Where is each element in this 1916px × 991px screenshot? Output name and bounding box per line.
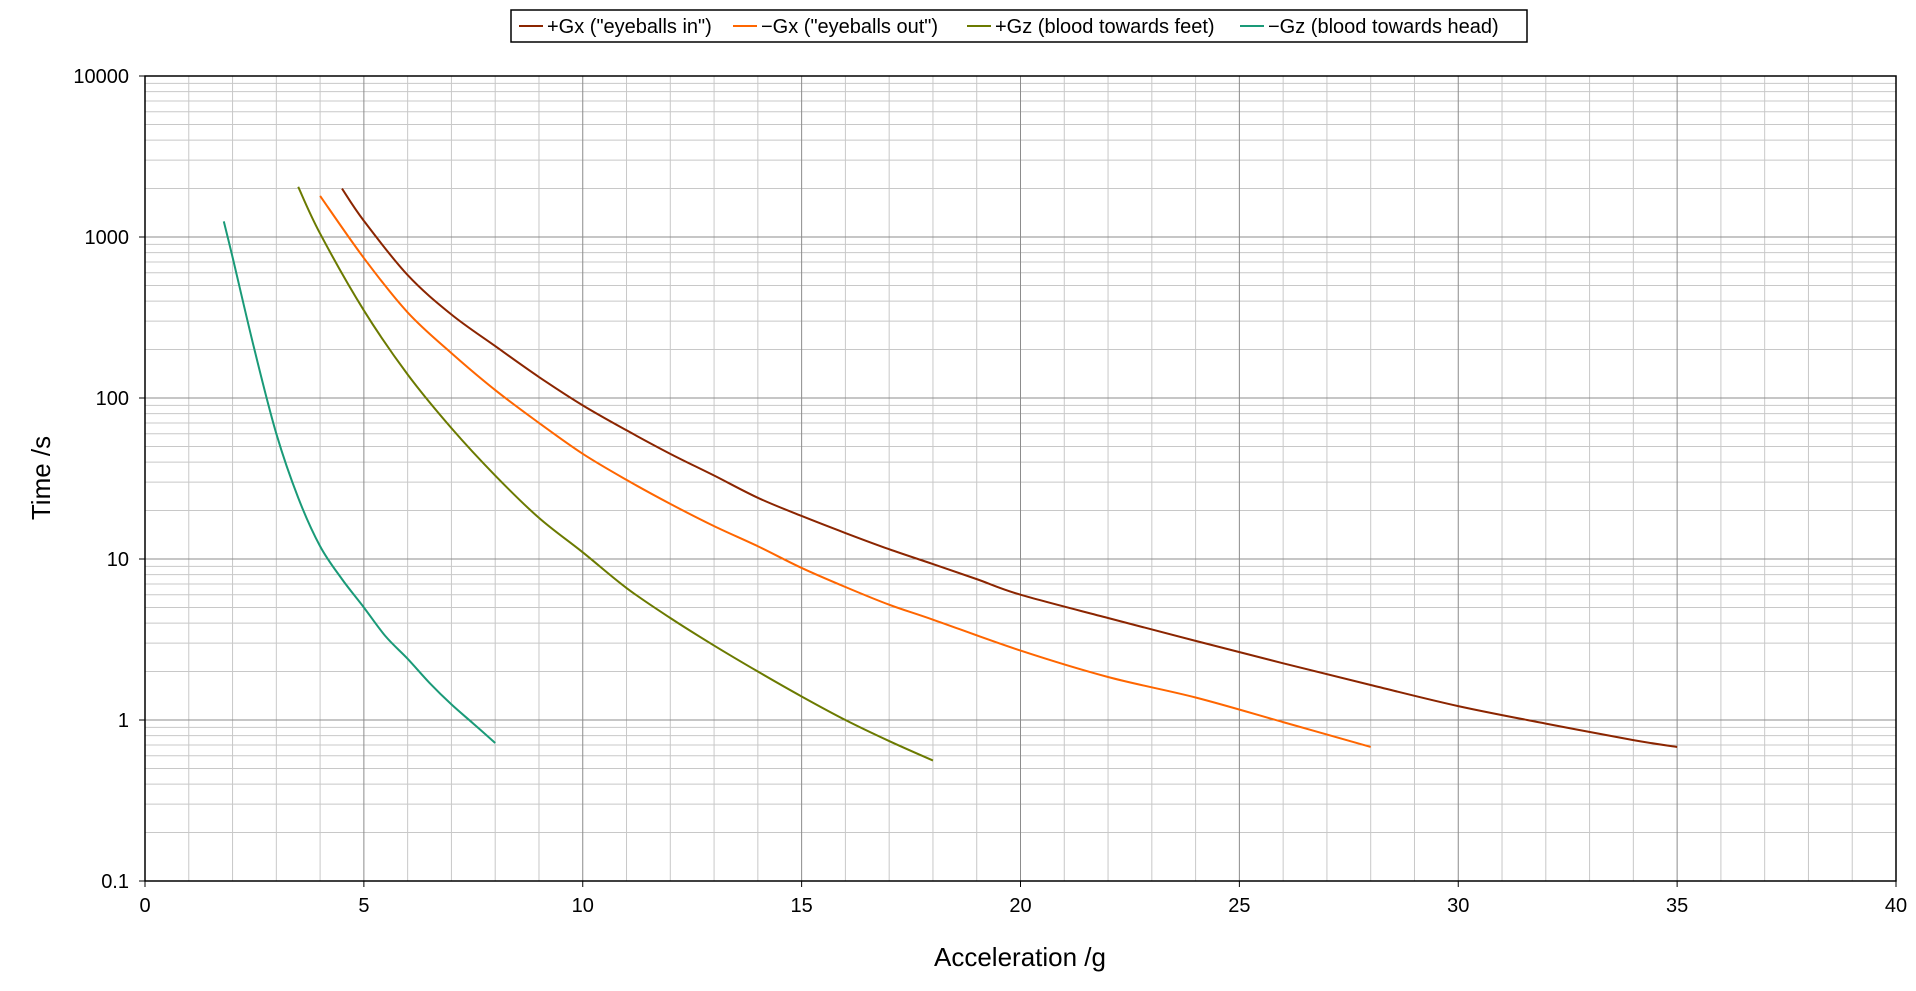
y-tick-label: 1 [118, 710, 129, 732]
series-line-4 [222, 221, 496, 744]
series-lines [222, 186, 1678, 762]
x-tick-label: 25 [1228, 895, 1250, 917]
y-axis-ticks: 0.1 1 10 100 1000 10000 [73, 66, 145, 893]
legend-label-3: +Gz (blood towards feet) [995, 16, 1215, 38]
x-tick-label: 10 [572, 895, 594, 917]
x-tick-label: 35 [1666, 895, 1688, 917]
x-tick-label: 20 [1009, 895, 1031, 917]
x-tick-label: 30 [1447, 895, 1469, 917]
legend-box [510, 9, 1528, 43]
series-line-2 [319, 195, 1371, 748]
y-tick-label: 100 [96, 388, 129, 410]
legend-label-1: +Gx ("eyeballs in") [547, 16, 712, 38]
y-tick-label: 1000 [85, 227, 130, 249]
series-line-1 [341, 187, 1678, 748]
x-axis-title: Acceleration /g [934, 942, 1106, 972]
y-tick-label: 0.1 [101, 871, 129, 893]
x-tick-label: 5 [358, 895, 369, 917]
x-axis-ticks: 0 5 10 15 20 25 30 35 40 [139, 881, 1907, 917]
legend-label-4: −Gz (blood towards head) [1268, 16, 1499, 38]
y-axis-title: Time /s [26, 436, 56, 520]
legend-items: +Gx ("eyeballs in") −Gx ("eyeballs out") +… [519, 16, 1499, 38]
x-tick-label: 0 [139, 895, 150, 917]
series-line-3 [297, 186, 934, 762]
y-tick-label: 10000 [73, 66, 129, 88]
legend-label-2: −Gx ("eyeballs out") [761, 16, 938, 38]
y-tick-label: 10 [107, 549, 129, 571]
x-tick-label: 15 [791, 895, 813, 917]
x-tick-label: 40 [1885, 895, 1907, 917]
legend: +Gx ("eyeballs in") −Gx ("eyeballs out") +… [510, 9, 1528, 43]
